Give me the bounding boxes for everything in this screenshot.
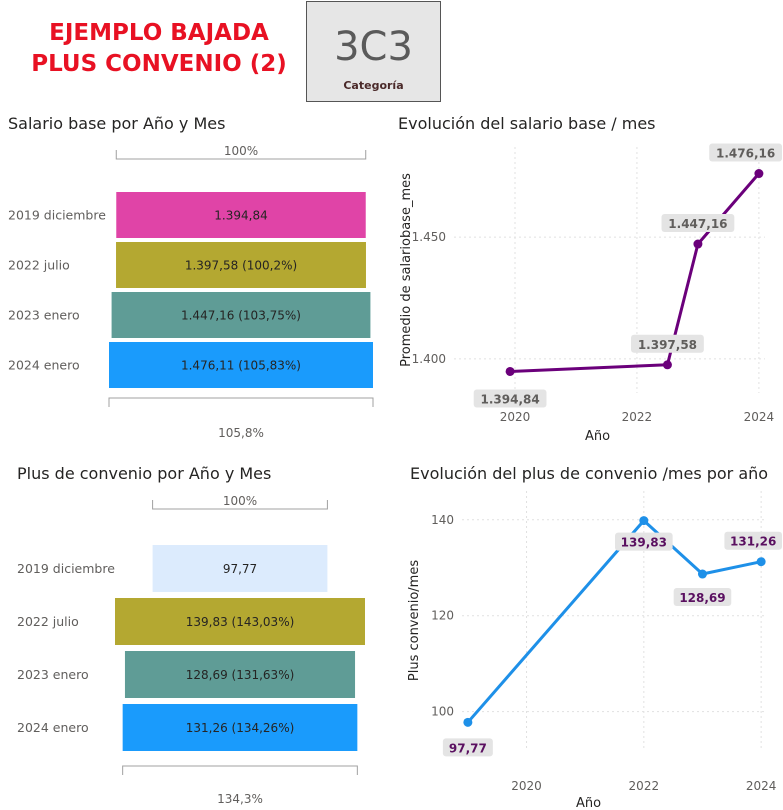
data-label: 1.447,16 — [668, 217, 727, 231]
y-tick-label: 120 — [431, 609, 454, 623]
data-label-bg — [661, 214, 735, 233]
funnel-bottom-bracket — [122, 765, 358, 775]
data-point — [662, 360, 672, 370]
funnel-bar — [116, 242, 366, 288]
funnel-category-label: 2022 julio — [8, 258, 70, 273]
data-label-bg — [724, 531, 782, 550]
funnel-bottom-bracket — [108, 397, 374, 407]
data-point — [463, 717, 473, 727]
y-tick-label: 140 — [431, 513, 454, 527]
funnel-top-bracket — [152, 500, 328, 510]
report-title-line1: EJEMPLO BAJADA — [49, 20, 269, 46]
funnel-bar-label: 97,77 — [223, 562, 257, 576]
funnel-bar — [124, 651, 356, 698]
y-tick-label: 100 — [431, 705, 454, 719]
x-tick-label: 2020 — [511, 779, 542, 793]
data-point — [693, 239, 703, 249]
funnel-category-label: 2019 diciembre — [17, 561, 115, 576]
funnel-category-label: 2022 julio — [17, 614, 79, 629]
data-point — [754, 169, 764, 179]
data-label: 128,69 — [679, 591, 725, 605]
funnel-bar-label: 128,69 (131,63%) — [186, 668, 295, 682]
x-tick-label: 2024 — [746, 779, 777, 793]
funnel-top-percent: 100% — [224, 144, 258, 158]
data-label: 1.476,16 — [716, 147, 775, 161]
line-salary-title: Evolución del salario base / mes — [398, 114, 656, 133]
funnel-bar — [111, 292, 371, 338]
series-line — [466, 519, 762, 724]
funnel-category-label: 2023 enero — [8, 308, 80, 323]
data-label: 1.394,84 — [480, 392, 539, 406]
funnel-bar-label: 1.397,58 (100,2%) — [185, 259, 297, 273]
data-label-bg — [631, 334, 704, 353]
funnel-bar — [115, 598, 365, 645]
data-label: 139,83 — [621, 536, 667, 550]
funnel-salary-chart[interactable]: 100% 1.394,84 2019 diciembre 1.397,58 (100,… — [0, 135, 390, 445]
category-card-label: Categoría — [343, 79, 404, 92]
data-label: 1.397,58 — [638, 338, 697, 352]
funnel-plus-chart[interactable]: 100% 97,77 2019 diciembre 139,83 (143,03%) 2… — [0, 485, 390, 810]
report-title-line2: PLUS CONVENIO (2) — [31, 51, 287, 77]
funnel-bar — [122, 704, 358, 751]
funnel-salary-title: Salario base por Año y Mes — [8, 114, 226, 133]
funnel-bar — [109, 342, 373, 388]
funnel-category-label: 2024 enero — [8, 358, 80, 373]
line-plus-title: Evolución del plus de convenio /mes por … — [410, 464, 769, 483]
y-tick-label: 1.450 — [412, 230, 446, 244]
data-point — [505, 366, 515, 376]
line-salary-chart[interactable]: 1.400 1.450 2020 2022 2024 Año Promedio de sal… — [390, 135, 783, 450]
x-axis-title: Año — [585, 429, 610, 444]
x-tick-label: 2020 — [500, 410, 531, 424]
data-point — [756, 557, 766, 567]
report-title: EJEMPLO BAJADA PLUS CONVENIO (2) — [0, 18, 318, 80]
data-label: 97,77 — [449, 741, 487, 755]
funnel-bar-label: 131,26 (134,26%) — [186, 721, 295, 735]
funnel-top-bracket — [115, 150, 367, 160]
funnel-bar-label: 1.476,11 (105,83%) — [181, 359, 301, 373]
data-label-bg — [473, 389, 547, 408]
x-axis-title: Año — [576, 796, 601, 810]
data-point — [639, 516, 649, 526]
funnel-bottom-percent: 105,8% — [218, 426, 264, 440]
funnel-bar-label: 1.447,16 (103,75%) — [181, 309, 301, 323]
y-axis-title: Plus convenio/mes — [407, 560, 422, 681]
funnel-category-label: 2019 diciembre — [8, 208, 106, 223]
funnel-category-label: 2023 enero — [17, 667, 89, 682]
data-label-bg — [709, 143, 782, 162]
y-tick-label: 1.400 — [412, 352, 446, 366]
funnel-bottom-percent: 134,3% — [217, 792, 263, 806]
funnel-bar — [152, 545, 328, 592]
funnel-bar-label: 1.394,84 — [214, 209, 267, 223]
funnel-plus-title: Plus de convenio por Año y Mes — [17, 464, 272, 483]
category-card[interactable]: 3C3 Categoría — [306, 1, 441, 102]
data-point — [697, 569, 707, 579]
funnel-category-label: 2024 enero — [17, 720, 89, 735]
line-plus-chart[interactable]: 100 120 140 2020 2022 2024 Año Plus convenio/me… — [390, 485, 783, 810]
funnel-top-percent: 100% — [223, 494, 257, 508]
x-tick-label: 2022 — [629, 779, 660, 793]
series-line — [510, 172, 761, 373]
funnel-bar-label: 139,83 (143,03%) — [186, 615, 295, 629]
y-axis-title: Promedio de salariobase_mes — [399, 173, 414, 367]
data-label: 131,26 — [730, 535, 776, 549]
data-label-bg — [442, 738, 493, 757]
category-card-value: 3C3 — [334, 24, 413, 70]
x-tick-label: 2024 — [744, 410, 775, 424]
data-label-bg — [615, 532, 673, 551]
data-label-bg — [673, 588, 732, 607]
x-tick-label: 2022 — [622, 410, 653, 424]
funnel-bar — [116, 192, 366, 238]
